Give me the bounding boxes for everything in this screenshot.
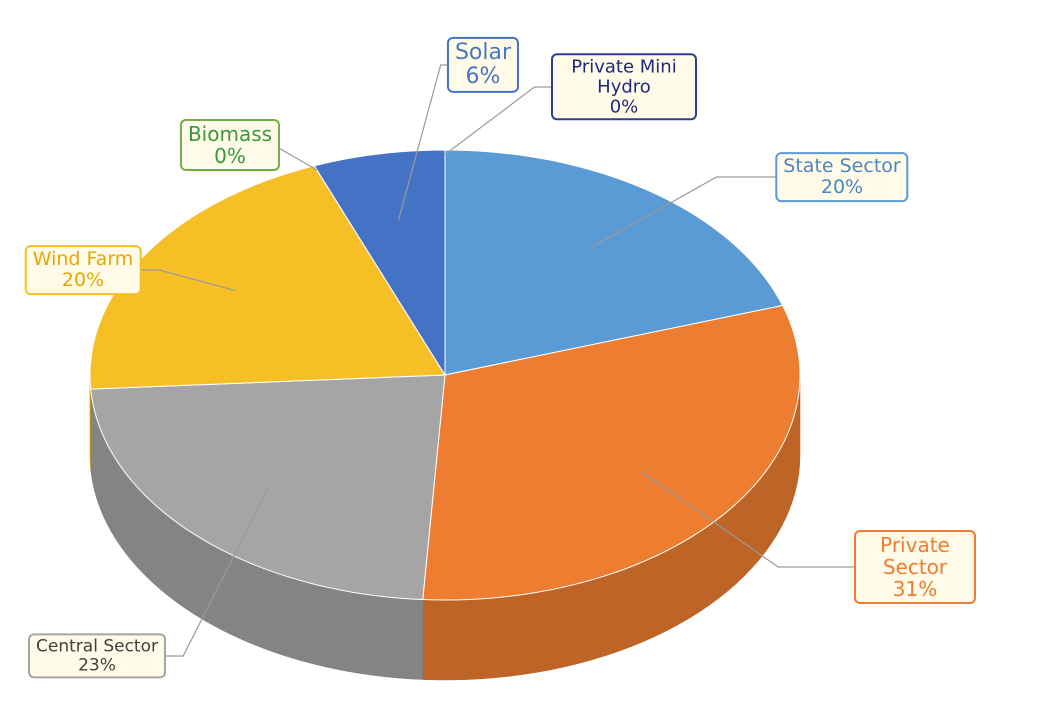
label-name: Solar <box>454 39 512 65</box>
data-label: Central Sector 23% <box>28 633 166 679</box>
slice <box>90 374 446 601</box>
label-value: 0% <box>214 144 246 168</box>
slice <box>444 149 784 376</box>
label-name: Private Sector <box>880 533 950 579</box>
label-value: 20% <box>61 269 105 291</box>
data-label: Private Mini Hydro 0% <box>551 53 697 121</box>
data-label: Biomass 0% <box>179 119 281 171</box>
data-label: Wind Farm 20% <box>24 245 142 295</box>
slice <box>422 304 801 601</box>
label-name: Private Mini Hydro <box>571 56 677 98</box>
data-label: Solar 6% <box>446 36 520 94</box>
slice <box>89 165 446 390</box>
data-label: State Sector 20% <box>775 152 909 202</box>
label-value: 0% <box>609 95 639 117</box>
label-name: Wind Farm <box>32 248 134 271</box>
label-value: 6% <box>465 64 501 89</box>
slice <box>313 149 446 377</box>
label-value: 20% <box>820 176 864 198</box>
label-name: State Sector <box>783 155 901 178</box>
label-name: Biomass <box>187 122 273 146</box>
data-label: Private Sector 31% <box>854 530 976 604</box>
label-value: 23% <box>78 655 116 675</box>
label-value: 31% <box>892 577 938 601</box>
label-name: Central Sector <box>36 636 158 657</box>
